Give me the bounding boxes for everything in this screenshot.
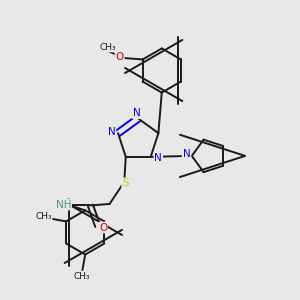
- Text: CH₃: CH₃: [35, 212, 52, 221]
- Text: N: N: [183, 149, 190, 159]
- Text: N: N: [133, 108, 141, 118]
- Text: NH: NH: [56, 200, 71, 209]
- Text: O: O: [116, 52, 124, 61]
- Text: N: N: [154, 153, 162, 163]
- Text: CH₃: CH₃: [74, 272, 91, 280]
- Text: S: S: [122, 178, 129, 188]
- Text: CH₃: CH₃: [99, 43, 116, 52]
- Text: N: N: [108, 127, 116, 137]
- Text: O: O: [99, 223, 107, 232]
